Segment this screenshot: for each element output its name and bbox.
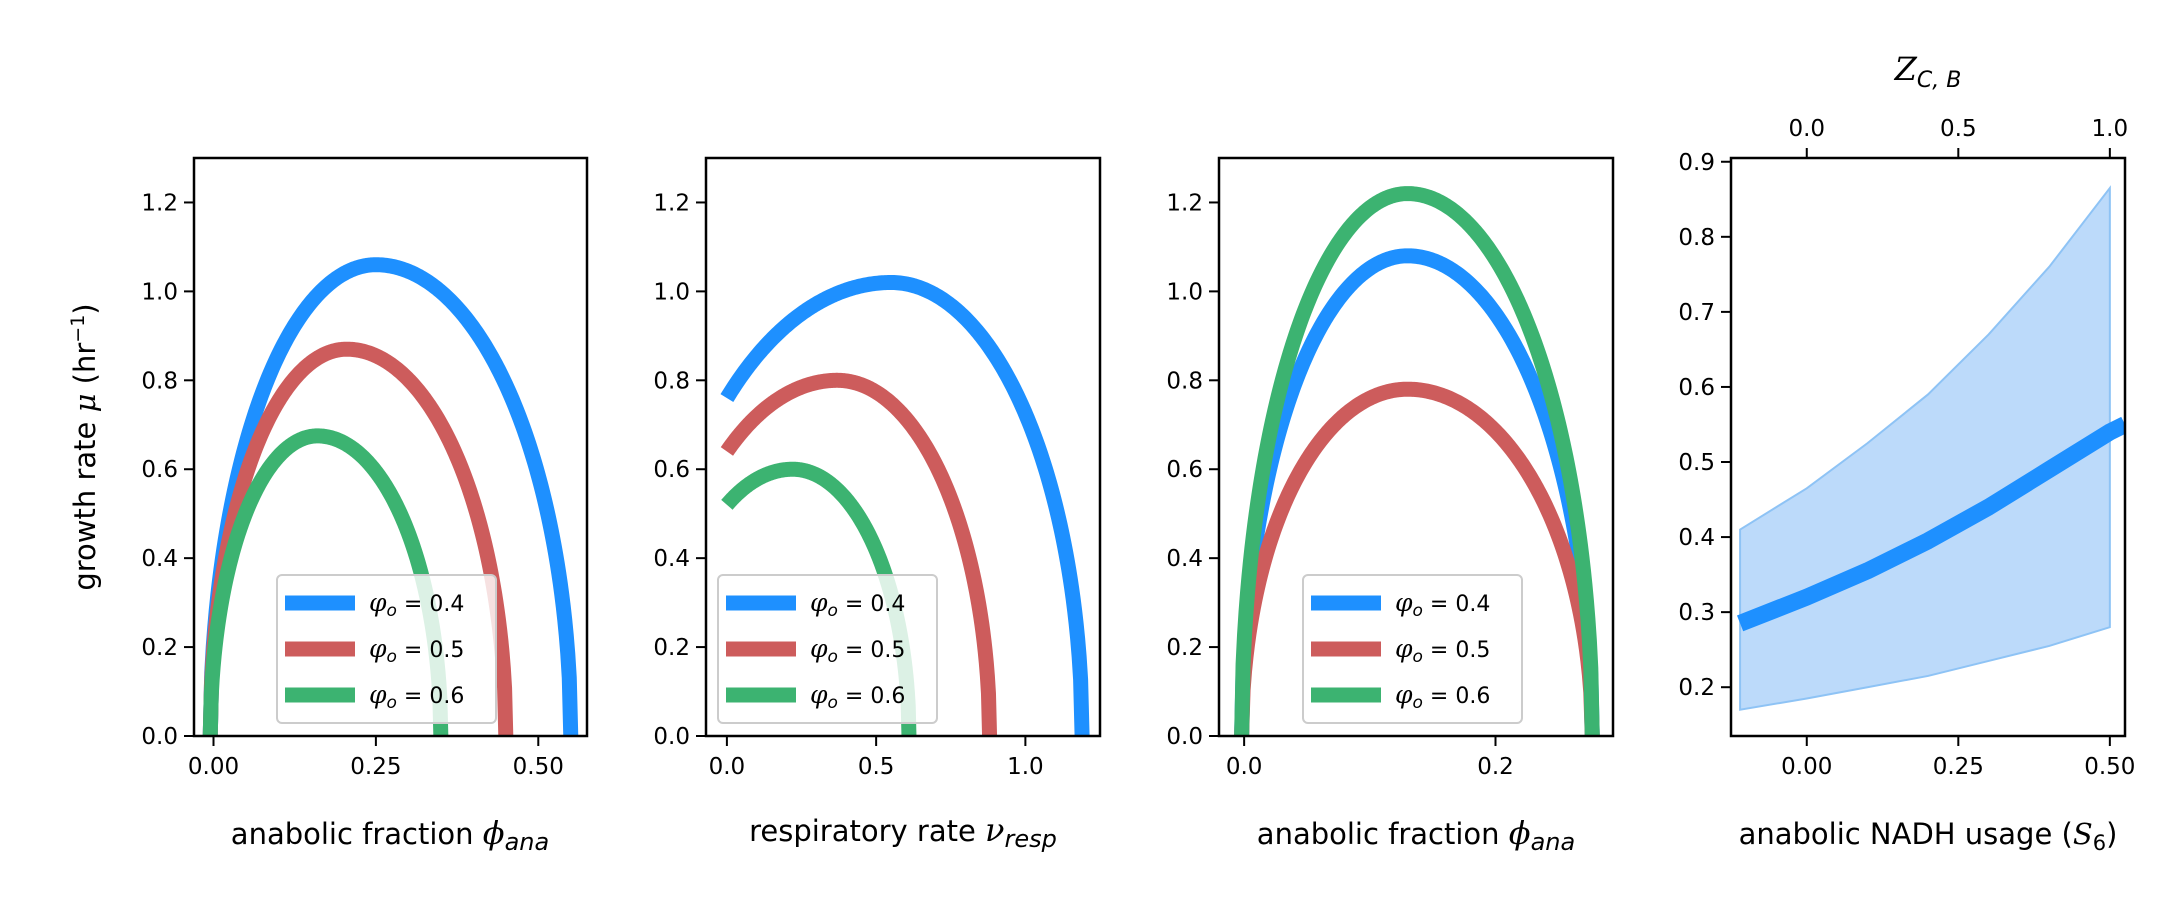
x-tick-label: 0.5 [858,754,895,780]
y-tick-label: 0.6 [1678,375,1715,401]
legend-label: φo = 0.5 [1395,634,1490,667]
series-line-2 [1234,381,1600,736]
panel-4-top-xlabel: ZC, B [1894,50,1962,93]
y-tick-label: 1.0 [141,279,178,305]
legend-box [276,574,497,724]
panel-1-ylabel: growth rate μ (hr−1) [67,303,102,590]
y-tick-label: 1.2 [653,190,690,216]
x-tick-label: 0.0 [1226,754,1263,780]
panel-1-ticks: 0.00 0.25 0.50 0.0 0.2 0.4 0.6 0.8 1.0 1.2 [141,190,563,780]
y-tick-label: 0.8 [1166,368,1203,394]
y-tick-label: 0.2 [141,635,178,661]
series-line-3 [202,428,449,736]
y-tick-label: 0.8 [141,368,178,394]
y-tick-label: 0.9 [1678,150,1715,176]
y-tick-label: 0.8 [1678,225,1715,251]
panel-2: 0.0 0.5 1.00.00.20.40.60.81.01.2 φo = 0.4φ… [653,156,1102,853]
x-tick-label: 0.00 [188,754,239,780]
legend-box [717,574,938,724]
y-tick-label: 0.2 [1678,675,1715,701]
series-line-1 [1234,248,1600,736]
y-tick-label: 0.0 [141,724,178,750]
top-x-tick-label: 0.5 [1940,116,1977,142]
y-tick-label: 0.6 [141,457,178,483]
y-tick-label: 1.2 [1166,190,1203,216]
legend-label: φo = 0.6 [810,680,905,713]
panel-2-series [720,274,1090,736]
panel-1-series [202,257,579,736]
y-tick-label: 0.6 [653,457,690,483]
x-tick-label: 0.25 [1933,754,1984,780]
series-line-2 [202,341,514,736]
panel-2-legend: φo = 0.4 φo = 0.5 φo = 0.6 [717,574,938,724]
mean-line [1736,416,2125,632]
series-line-2 [720,372,998,736]
panel-4-ticks: 0.00 0.25 0.50 0.2 0.3 0.4 0.5 0.6 0.7 0.8 0.9 0.0 0… [1678,116,2135,780]
x-tick-label: 0.50 [513,754,564,780]
y-tick-label: 0.5 [1678,450,1715,476]
y-tick-label: 1.0 [653,279,690,305]
panel-4: 0.00 0.25 0.50 0.2 0.3 0.4 0.5 0.6 0.7 0.8 0.9 0.0 0… [1678,50,2135,855]
panel-3: 0.0 0.20.00.20.40.60.81.01.2 φo = 0.4φo =… [1166,156,1615,856]
panel-2-xlabel: respiratory rate νresp [749,811,1057,853]
series-line-3 [720,461,917,736]
y-tick-label: 0.4 [141,546,178,572]
series-line-1 [720,274,1090,736]
y-tick-label: 0.8 [653,368,690,394]
x-tick-label: 1.0 [1007,754,1044,780]
y-tick-label: 0.7 [1678,300,1715,326]
x-tick-label: 0.50 [2084,754,2135,780]
panel-1-xlabel: anabolic fraction ϕana [231,814,549,856]
panel-1: 0.00 0.25 0.50 0.0 0.2 0.4 0.6 0.8 1.0 1.2 φo = 0… [67,156,589,856]
legend-label: φo = 0.6 [369,680,464,713]
legend-label: φo = 0.6 [1395,680,1490,713]
panel-4-frame [1729,156,2127,738]
y-tick-label: 0.3 [1678,600,1715,626]
y-tick-label: 0.0 [653,724,690,750]
series-line-3 [1234,186,1600,736]
y-tick-label: 0.4 [653,546,690,572]
panel-3-legend: φo = 0.4 φo = 0.5 φo = 0.6 [1302,574,1523,724]
y-tick-label: 1.2 [141,190,178,216]
y-tick-label: 1.0 [1166,279,1203,305]
series-line-1 [202,257,579,736]
panel-3-series [1234,186,1600,736]
y-tick-label: 0.0 [1166,724,1203,750]
legend-label: φo = 0.5 [369,634,464,667]
y-tick-label: 0.4 [1166,546,1203,572]
x-tick-label: 0.2 [1477,754,1514,780]
panel-1-frame [192,156,589,738]
panel-3-frame [1217,156,1615,738]
top-x-tick-label: 1.0 [2092,116,2129,142]
y-tick-label: 0.4 [1678,525,1715,551]
x-tick-label: 0.25 [350,754,401,780]
x-tick-label: 0.00 [1781,754,1832,780]
y-tick-label: 0.2 [653,635,690,661]
panel-2-frame [704,156,1102,738]
legend-label: φo = 0.4 [810,588,905,621]
top-x-tick-label: 0.0 [1788,116,1825,142]
uncertainty-band [1739,185,2111,711]
panel-4-xlabel: anabolic NADH usage (S6) [1739,817,2118,855]
legend-label: φo = 0.5 [810,634,905,667]
panel-2-ticks: 0.0 0.5 1.0 0.0 0.2 0.4 0.6 0.8 1.0 1.2 [653,190,1043,780]
legend-box [1302,574,1523,724]
y-tick-label: 0.6 [1166,457,1203,483]
panel-4-series [1736,185,2125,711]
y-tick-label: 0.2 [1166,635,1203,661]
panel-3-ticks: 0.0 0.2 0.0 0.2 0.4 0.6 0.8 1.0 1.2 [1166,190,1513,780]
legend-label: φo = 0.4 [1395,588,1490,621]
panel-1-legend: φo = 0.4 φo = 0.5 φo = 0.6 [276,574,497,724]
legend-label: φo = 0.4 [369,588,464,621]
x-tick-label: 0.0 [709,754,746,780]
panel-3-xlabel: anabolic fraction ϕana [1257,814,1575,856]
